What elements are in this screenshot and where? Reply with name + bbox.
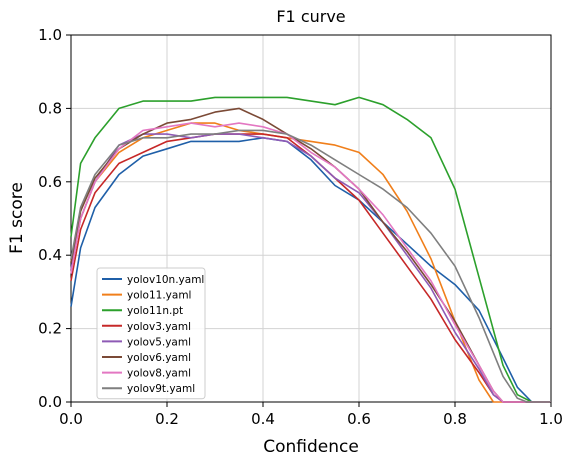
chart-title: F1 curve xyxy=(276,7,345,26)
legend-label: yolov3.yaml xyxy=(127,321,191,333)
legend: yolov10n.yaml yolo11.yaml yolo11n.pt yolov3… xyxy=(96,267,206,400)
legend-label: yolov9t.yaml xyxy=(127,383,195,395)
legend-label: yolov6.yaml xyxy=(127,352,191,364)
legend-label: yolov5.yaml xyxy=(127,336,191,348)
x-tick-label: 1.0 xyxy=(539,410,563,428)
legend-label: yolov8.yaml xyxy=(127,368,191,380)
series-line-yolov9t-yaml xyxy=(70,129,551,403)
y-tick-label: 0.4 xyxy=(38,246,62,264)
y-tick-label: 0.6 xyxy=(38,173,62,191)
x-tick-label: 0.0 xyxy=(59,410,83,428)
x-axis-label: Confidence xyxy=(263,437,359,457)
series-line-yolov3-yaml xyxy=(70,133,551,403)
plot-area-frame xyxy=(70,34,552,403)
axis-ticks: 0.0 0.2 0.4 0.6 0.8 1.0 0.0 0.2 0.4 0.6 0.8 1.0 xyxy=(38,26,563,428)
legend-box xyxy=(96,267,206,400)
legend-label: yolov10n.yaml xyxy=(127,274,204,286)
legend-label: yolo11.yaml xyxy=(127,290,191,302)
y-axis-label: F1 score xyxy=(7,182,27,254)
y-tick-label: 0.8 xyxy=(38,99,62,117)
x-tick-label: 0.6 xyxy=(347,410,371,428)
legend-label: yolo11n.pt xyxy=(127,305,183,317)
series-lines xyxy=(70,96,551,403)
x-tick-label: 0.4 xyxy=(251,410,275,428)
y-tick-label: 0.2 xyxy=(38,320,62,338)
series-line-yolo11n-pt xyxy=(70,96,551,403)
series-line-yolov10n-yaml xyxy=(70,137,551,403)
x-tick-label: 0.8 xyxy=(443,410,467,428)
series-line-yolov8-yaml xyxy=(70,122,551,403)
y-tick-label: 1.0 xyxy=(38,26,62,44)
y-tick-label: 0.0 xyxy=(38,393,62,411)
x-tick-label: 0.2 xyxy=(155,410,179,428)
